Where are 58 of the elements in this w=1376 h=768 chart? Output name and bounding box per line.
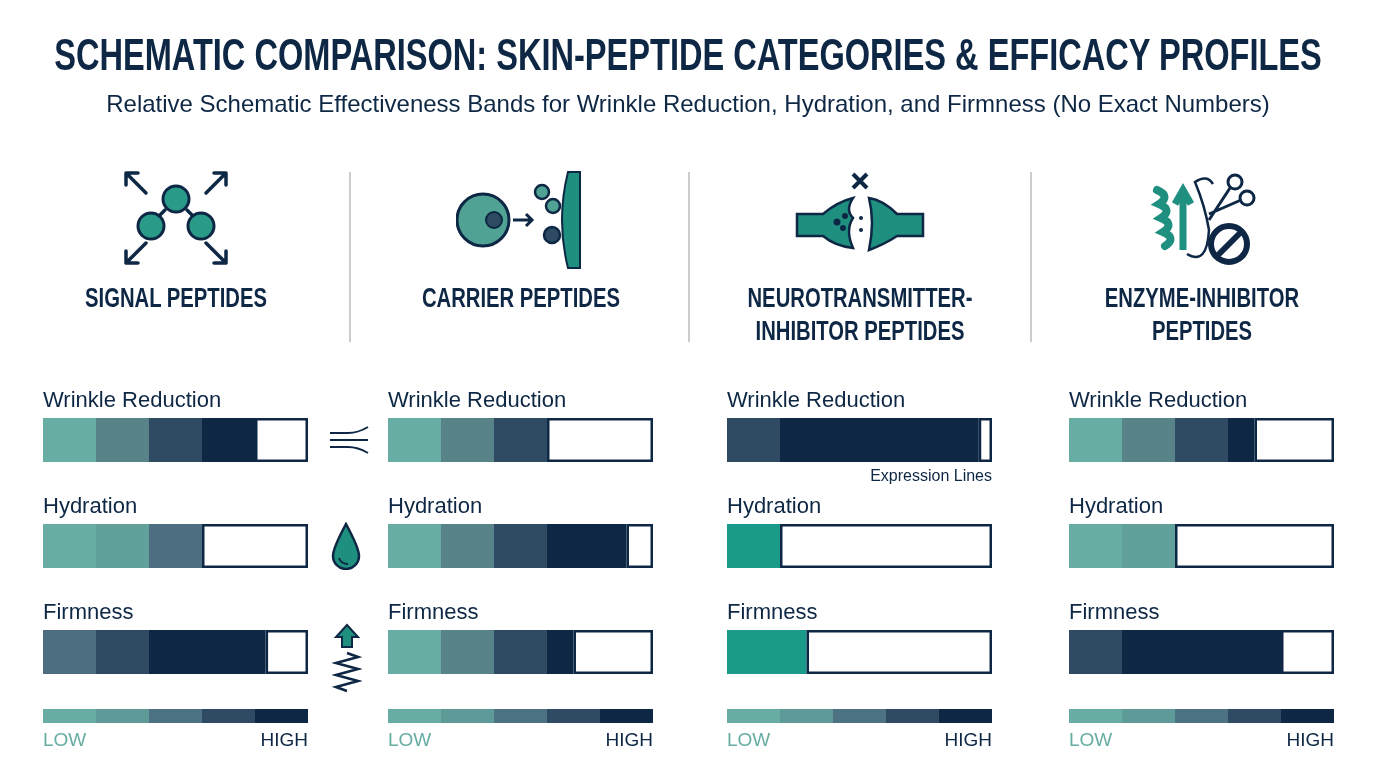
bar xyxy=(96,418,149,462)
y-tick-label: Firmness xyxy=(388,599,479,624)
text: HIGH xyxy=(943,729,992,751)
text: LOW xyxy=(1069,729,1114,751)
bar xyxy=(388,630,441,674)
text: SCHEMATIC COMPARISON: SKIN-PEPTIDE CATEGORIES & EFFICACY PROFILES xyxy=(54,30,1322,80)
bar xyxy=(1069,630,1122,674)
bar xyxy=(494,524,547,568)
bar xyxy=(149,524,202,568)
bar xyxy=(441,630,494,674)
bar xyxy=(96,524,149,568)
y-tick-label: Hydration xyxy=(1069,493,1164,518)
bar xyxy=(1069,524,1122,568)
bar xyxy=(727,630,807,674)
bar xyxy=(547,418,653,462)
bar xyxy=(388,524,441,568)
bar xyxy=(441,524,494,568)
text: Relative Schematic Effectiveness Bands for Wrinkle Reduction, Hydration, and Firmness (No Exact Numbers) xyxy=(105,90,1271,118)
annotation: Expression Lines xyxy=(869,467,992,485)
text: HIGH xyxy=(604,729,653,751)
bar xyxy=(806,630,992,674)
y-tick-label: Wrinkle Reduction xyxy=(727,387,906,412)
chart-title: CARRIER PEPTIDES xyxy=(420,282,621,315)
y-tick-label: Hydration xyxy=(727,493,822,518)
y-tick-label: Wrinkle Reduction xyxy=(388,387,567,412)
y-tick-label: Wrinkle Reduction xyxy=(1069,387,1248,412)
bar xyxy=(149,418,202,462)
bar xyxy=(727,418,780,462)
y-tick-label: Firmness xyxy=(1069,599,1160,624)
y-tick-label: Firmness xyxy=(43,599,134,624)
bar xyxy=(43,630,96,674)
bar xyxy=(494,418,547,462)
bar xyxy=(1069,418,1122,462)
bar xyxy=(780,524,992,568)
bar xyxy=(388,418,441,462)
chart-title: SIGNAL PEPTIDES xyxy=(83,282,268,315)
bar xyxy=(96,630,149,674)
bar xyxy=(43,418,96,462)
y-tick-label: Firmness xyxy=(727,599,818,624)
y-tick-label: Hydration xyxy=(43,493,138,518)
bar xyxy=(43,524,96,568)
text: HIGH xyxy=(259,729,308,751)
chart-title: NEUROTRANSMITTER-INHIBITOR PEPTIDES xyxy=(746,282,973,348)
bar xyxy=(727,524,780,568)
y-tick-label: Hydration xyxy=(388,493,483,518)
bar xyxy=(1175,524,1334,568)
bar xyxy=(1175,418,1228,462)
bar xyxy=(441,418,494,462)
text: LOW xyxy=(43,729,88,751)
text: LOW xyxy=(388,729,433,751)
text: LOW xyxy=(727,729,772,751)
chart-title: ENZYME-INHIBITOR PEPTIDES xyxy=(1103,282,1300,348)
bar xyxy=(1122,418,1175,462)
y-tick-label: Wrinkle Reduction xyxy=(43,387,222,412)
bar xyxy=(202,524,308,568)
bar xyxy=(1122,524,1175,568)
text: HIGH xyxy=(1285,729,1334,751)
bar xyxy=(494,630,547,674)
